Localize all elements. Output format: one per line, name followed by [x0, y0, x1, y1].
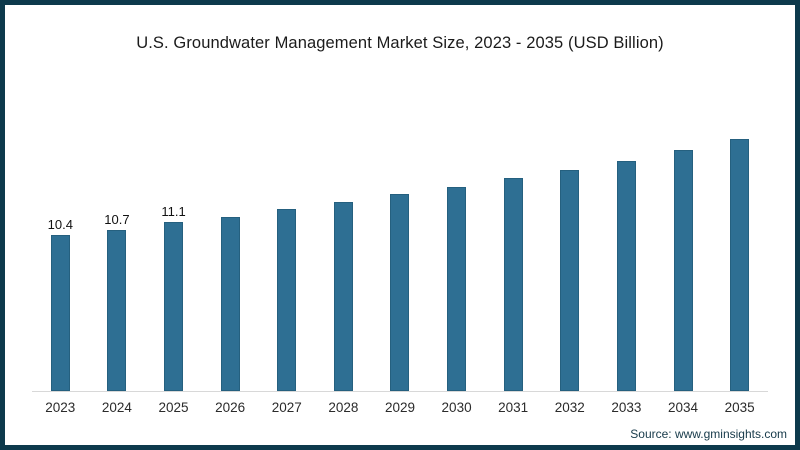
bar-column: [428, 186, 485, 391]
bar-column: [372, 194, 429, 391]
bar: [730, 138, 750, 391]
bar-value-label: 11.1: [161, 204, 186, 220]
x-axis-tick-label: 2028: [328, 400, 359, 415]
x-axis-tick-label: 2027: [271, 400, 302, 415]
bar: [220, 216, 240, 391]
x-axis-tick-label: 2029: [384, 400, 415, 415]
bar: [107, 229, 127, 391]
x-axis-tick-label: 2030: [441, 400, 472, 415]
x-axis-tick-label: 2025: [158, 400, 189, 415]
bar-column: [655, 149, 712, 391]
x-axis-tick-label: 2026: [215, 400, 246, 415]
chart-canvas: U.S. Groundwater Management Market Size,…: [5, 5, 795, 445]
x-axis-tick-label: 2033: [611, 400, 642, 415]
bar: [333, 201, 353, 391]
x-axis-tick-label: 2034: [667, 400, 699, 415]
bar: [616, 161, 636, 391]
bar: [390, 194, 410, 391]
bar-value-label: 10.4: [47, 217, 73, 233]
bar: [50, 235, 70, 391]
bar-column: [711, 138, 768, 391]
bar-value-label: 10.7: [104, 211, 130, 227]
plot-area: 10.4 10.7 11.1: [32, 122, 768, 391]
bar: [673, 149, 693, 391]
bar-column: [258, 209, 315, 391]
bar: [447, 186, 467, 391]
x-axis-tick-label: 2035: [724, 400, 755, 415]
bar: [277, 209, 297, 391]
x-axis-line: [32, 391, 768, 392]
x-axis-tick-label: 2023: [45, 400, 76, 415]
bar-column: 10.7: [89, 212, 146, 391]
bar-column: [315, 201, 372, 391]
bar: [503, 177, 523, 391]
bar-column: 11.1: [145, 204, 202, 391]
bar-column: [485, 177, 542, 391]
x-axis-labels: 2023 2024 2025 2026 2027 2028 2029 2030 2031 2032…: [32, 400, 768, 415]
bar: [560, 170, 580, 391]
chart-title: U.S. Groundwater Management Market Size,…: [136, 34, 664, 52]
bar: [164, 222, 184, 391]
bar-column: [202, 216, 259, 391]
bar-column: 10.4: [32, 217, 89, 391]
x-axis-tick-label: 2024: [101, 400, 132, 415]
x-axis-tick-label: 2031: [498, 400, 529, 415]
bar-column: [598, 161, 655, 391]
x-axis-tick-label: 2032: [554, 400, 585, 415]
bar-column: [541, 170, 598, 391]
source-credit: Source: www.gminsights.com: [630, 427, 787, 441]
